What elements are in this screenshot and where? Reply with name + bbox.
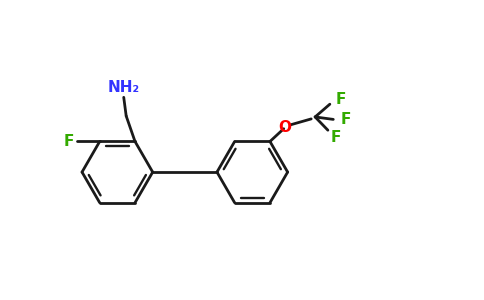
Text: NH₂: NH₂ (107, 80, 140, 95)
Text: F: F (64, 134, 74, 149)
Text: F: F (336, 92, 346, 107)
Text: F: F (331, 130, 341, 145)
Text: O: O (278, 120, 291, 135)
Text: F: F (341, 112, 351, 127)
